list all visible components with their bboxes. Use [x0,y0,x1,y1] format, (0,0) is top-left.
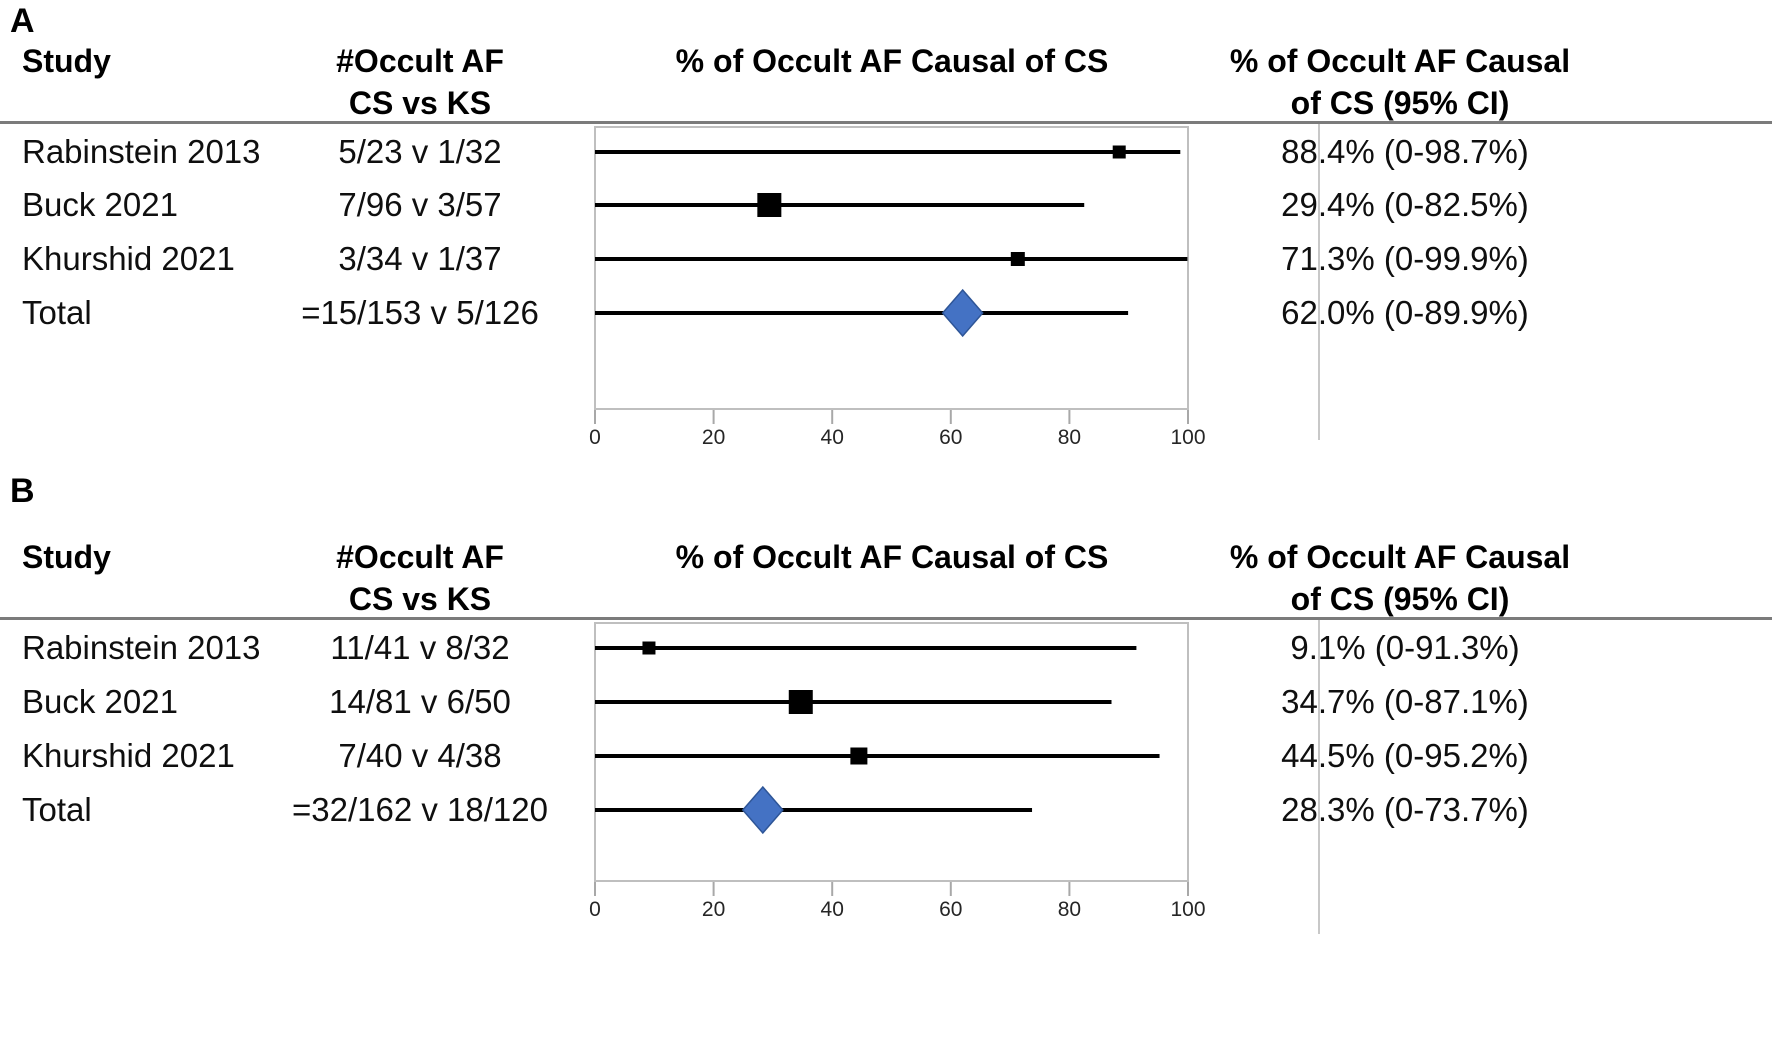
ci-value: 9.1% (0-91.3%) [1290,629,1520,666]
header-separator [0,617,1772,620]
study-name: Khurshid 2021 [22,240,235,277]
column-header-counts-line2: CS vs KS [348,581,492,617]
point-estimate-marker [850,747,868,765]
summary-diamond [741,785,784,835]
column-header-plot: % of Occult AF Causal of CS [675,43,1109,79]
axis-tick-label: 60 [939,426,962,449]
occult-af-counts: 3/34 v 1/37 [338,240,502,277]
axis-tick-label: 100 [1170,426,1205,449]
axis-tick-label: 80 [1058,426,1081,449]
plot-area-border [594,622,1189,882]
column-header-counts: #Occult AF CS vs KS [250,536,590,620]
point-estimate-marker [1010,252,1025,266]
study-name: Rabinstein 2013 [22,629,261,666]
axis-tick-label: 60 [939,898,962,921]
axis-tick-label: 20 [702,426,725,449]
column-header-counts-line1: #Occult AF [336,539,504,575]
column-header-ci-line2: of CS (95% CI) [1290,85,1510,121]
header-separator [0,121,1772,124]
occult-af-counts: =15/153 v 5/126 [301,294,539,331]
column-divider [1318,124,1320,440]
column-divider [1318,620,1320,934]
ci-value: 62.0% (0-89.9%) [1281,294,1529,331]
forest-plot-panel-a: 0 20 40 60 80 100 [589,126,1206,449]
plot-area-border [594,126,1189,410]
axis-tick-label: 0 [589,898,601,921]
axis-tick-label: 40 [821,426,844,449]
forest-plot-panel-b: 0 20 40 60 80 100 [589,622,1206,921]
column-header-ci-line2: of CS (95% CI) [1290,581,1510,617]
column-header-counts: #Occult AF CS vs KS [250,40,590,124]
panel-a-label: A [10,2,35,40]
point-estimate-marker [757,193,782,217]
occult-af-counts: 7/96 v 3/57 [338,186,502,223]
panel-b-label: B [10,472,35,510]
study-name: Total [22,294,92,331]
column-header-counts-line1: #Occult AF [336,43,504,79]
occult-af-counts: 14/81 v 6/50 [329,683,511,720]
study-name: Buck 2021 [22,186,178,223]
axis-tick-label: 0 [589,426,601,449]
ci-value: 34.7% (0-87.1%) [1281,683,1529,720]
axis-tick-label: 80 [1058,898,1081,921]
summary-diamond [941,288,984,338]
column-header-study: Study [22,43,111,79]
study-name: Total [22,791,92,828]
axis-tick-label: 40 [821,898,844,921]
study-name: Buck 2021 [22,683,178,720]
ci-value: 29.4% (0-82.5%) [1281,186,1529,223]
column-header-ci: % of Occult AF Causal of CS (95% CI) [1200,40,1600,124]
study-name: Rabinstein 2013 [22,133,261,170]
ci-value: 44.5% (0-95.2%) [1281,737,1529,774]
ci-value: 28.3% (0-73.7%) [1281,791,1529,828]
column-header-ci: % of Occult AF Causal of CS (95% CI) [1200,536,1600,620]
axis-tick-label: 20 [702,898,725,921]
occult-af-counts: 7/40 v 4/38 [338,737,502,774]
occult-af-counts: =32/162 v 18/120 [292,791,548,828]
column-header-study: Study [22,539,111,575]
column-header-plot: % of Occult AF Causal of CS [675,539,1109,575]
column-header-counts-line2: CS vs KS [348,85,492,121]
point-estimate-marker [642,641,656,655]
column-header-ci-line1: % of Occult AF Causal [1229,43,1571,79]
ci-value: 71.3% (0-99.9%) [1281,240,1529,277]
point-estimate-marker [788,690,813,714]
ci-value: 88.4% (0-98.7%) [1281,133,1529,170]
occult-af-counts: 5/23 v 1/32 [338,133,502,170]
point-estimate-marker [1112,145,1126,159]
study-name: Khurshid 2021 [22,737,235,774]
column-header-ci-line1: % of Occult AF Causal [1229,539,1571,575]
axis-tick-label: 100 [1170,898,1205,921]
occult-af-counts: 11/41 v 8/32 [330,629,510,666]
